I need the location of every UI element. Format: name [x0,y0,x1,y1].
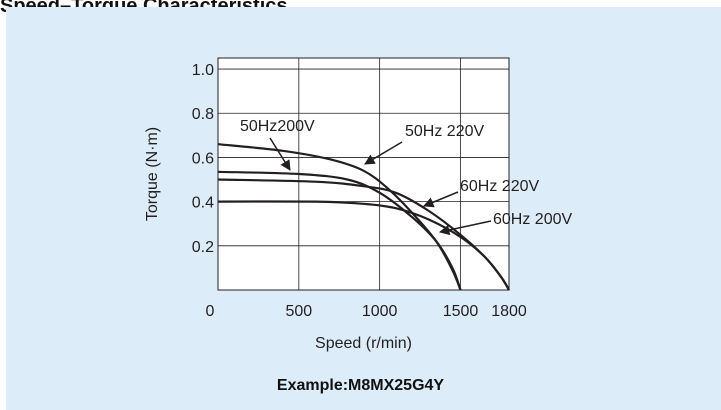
model-caption: Example:M8MX25G4Y [276,377,445,394]
curve-4 [217,200,510,291]
series-label: 60Hz 220V [460,178,539,195]
annotation-arrow [364,141,403,165]
y-tick-label: 0.6 [192,150,214,167]
y-tick-label: 0.8 [192,106,214,123]
annotation-arrow [423,191,459,208]
x-tick-label: 1800 [491,303,527,320]
curve-2 [217,143,462,291]
x-axis-label: Speed (r/min) [315,335,412,352]
x-axis-ticks: 0 500 1000 1500 1800 [206,303,527,320]
y-tick-label: 0.4 [192,195,214,212]
series-label: 50Hz 220V [405,123,484,140]
x-tick-label: 0 [206,303,215,320]
y-tick-label: 0.2 [192,239,214,256]
y-axis-ticks: 0.2 0.4 0.6 0.8 1.0 [192,62,214,256]
series-label: 60Hz 200V [493,211,572,228]
annotation-arrow [438,220,492,236]
annotations: 50Hz200V 50Hz 220V 60Hz 220V 60Hz 200V [240,118,572,236]
y-axis-label: Torque (N·m) [144,127,161,221]
curves [217,143,510,291]
plot-area [217,57,510,291]
series-label: 50Hz200V [240,118,315,135]
y-tick-label: 1.0 [192,62,214,79]
x-tick-label: 1000 [362,303,398,320]
x-tick-label: 1500 [443,303,479,320]
x-tick-label: 500 [285,303,312,320]
annotation-arrow [269,137,291,171]
